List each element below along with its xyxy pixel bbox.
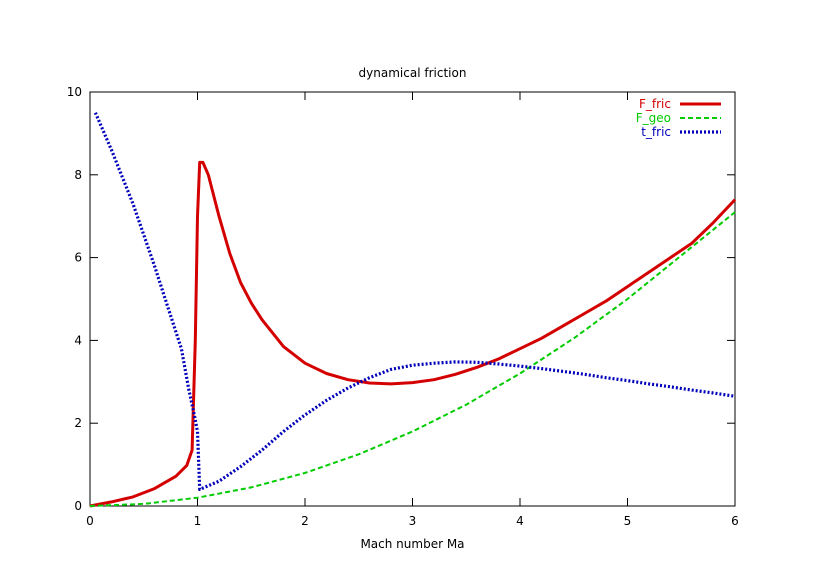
x-tick-label: 0	[86, 514, 94, 528]
y-tick-label: 6	[74, 251, 82, 265]
series-group	[89, 112, 737, 508]
legend-label: t_fric	[641, 125, 671, 139]
y-tick-label: 0	[74, 499, 82, 513]
y-tick-label: 4	[74, 333, 82, 347]
x-axis-label: Mach number Ma	[360, 537, 464, 551]
series-line-f-geo	[89, 211, 736, 507]
y-tick-label: 10	[67, 85, 82, 99]
x-tick-label: 1	[194, 514, 202, 528]
x-tick-label: 5	[624, 514, 632, 528]
series-line-t-fric	[93, 112, 736, 491]
series-line-f-fric	[89, 160, 737, 508]
x-tick-label: 4	[516, 514, 524, 528]
y-tick-label: 8	[74, 168, 82, 182]
axis-ticks: 0 1 2 3 4 5 6 0 2 4 6 8 10	[67, 85, 739, 528]
chart-title: dynamical friction	[359, 66, 467, 80]
x-tick-label: 6	[731, 514, 739, 528]
plot-frame	[89, 91, 736, 507]
y-tick-label: 2	[74, 416, 82, 430]
legend-label: F_geo	[636, 111, 671, 125]
x-tick-label: 3	[409, 514, 417, 528]
legend-label: F_fric	[639, 97, 671, 111]
x-tick-label: 2	[301, 514, 309, 528]
